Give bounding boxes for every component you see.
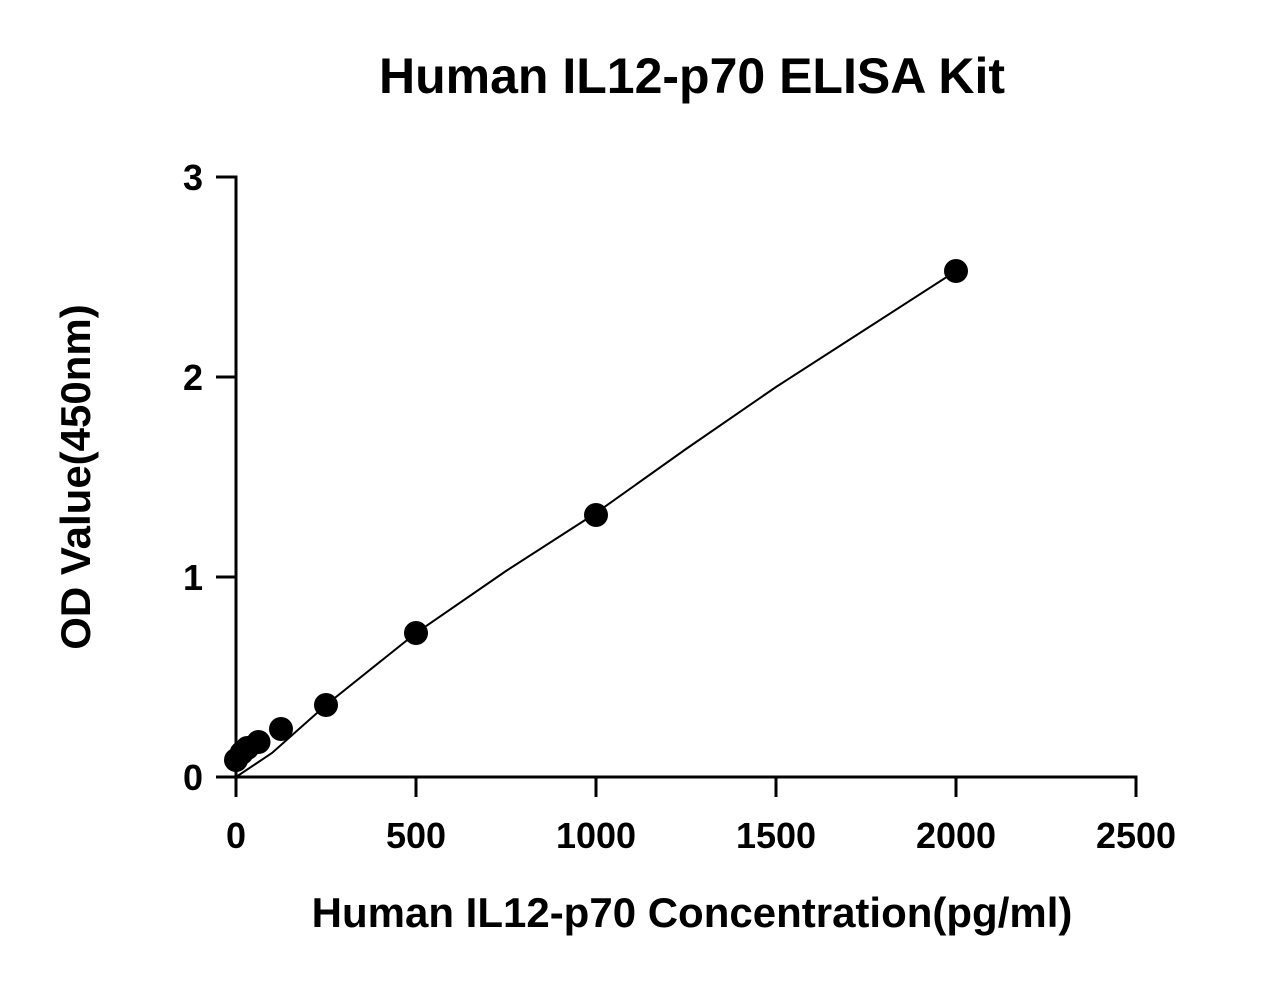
x-tick-label: 1500: [736, 815, 816, 856]
y-tick-label: 3: [183, 157, 203, 198]
axes: 0 1 2 3 0 500 1000 1500 2000 2500: [183, 157, 1176, 856]
data-point: [944, 259, 968, 283]
data-point: [269, 717, 293, 741]
y-tick-label: 1: [183, 557, 203, 598]
y-axis-label: OD Value(450nm): [52, 304, 99, 649]
data-point: [314, 693, 338, 717]
x-tick-label: 2500: [1096, 815, 1176, 856]
y-tick-label: 2: [183, 357, 203, 398]
x-axis-label: Human IL12-p70 Concentration(pg/ml): [312, 889, 1073, 936]
y-tick-label: 0: [183, 757, 203, 798]
x-tick-label: 1000: [556, 815, 636, 856]
chart-title: Human IL12-p70 ELISA Kit: [379, 48, 1005, 104]
x-tick-label: 0: [226, 815, 246, 856]
fit-curve: [235, 270, 957, 778]
data-point: [584, 503, 608, 527]
fit-curve-layer: [235, 270, 957, 778]
data-point: [404, 621, 428, 645]
x-tick-label: 500: [386, 815, 446, 856]
x-tick-label: 2000: [916, 815, 996, 856]
data-points-layer: [224, 259, 968, 772]
data-point: [246, 730, 271, 754]
